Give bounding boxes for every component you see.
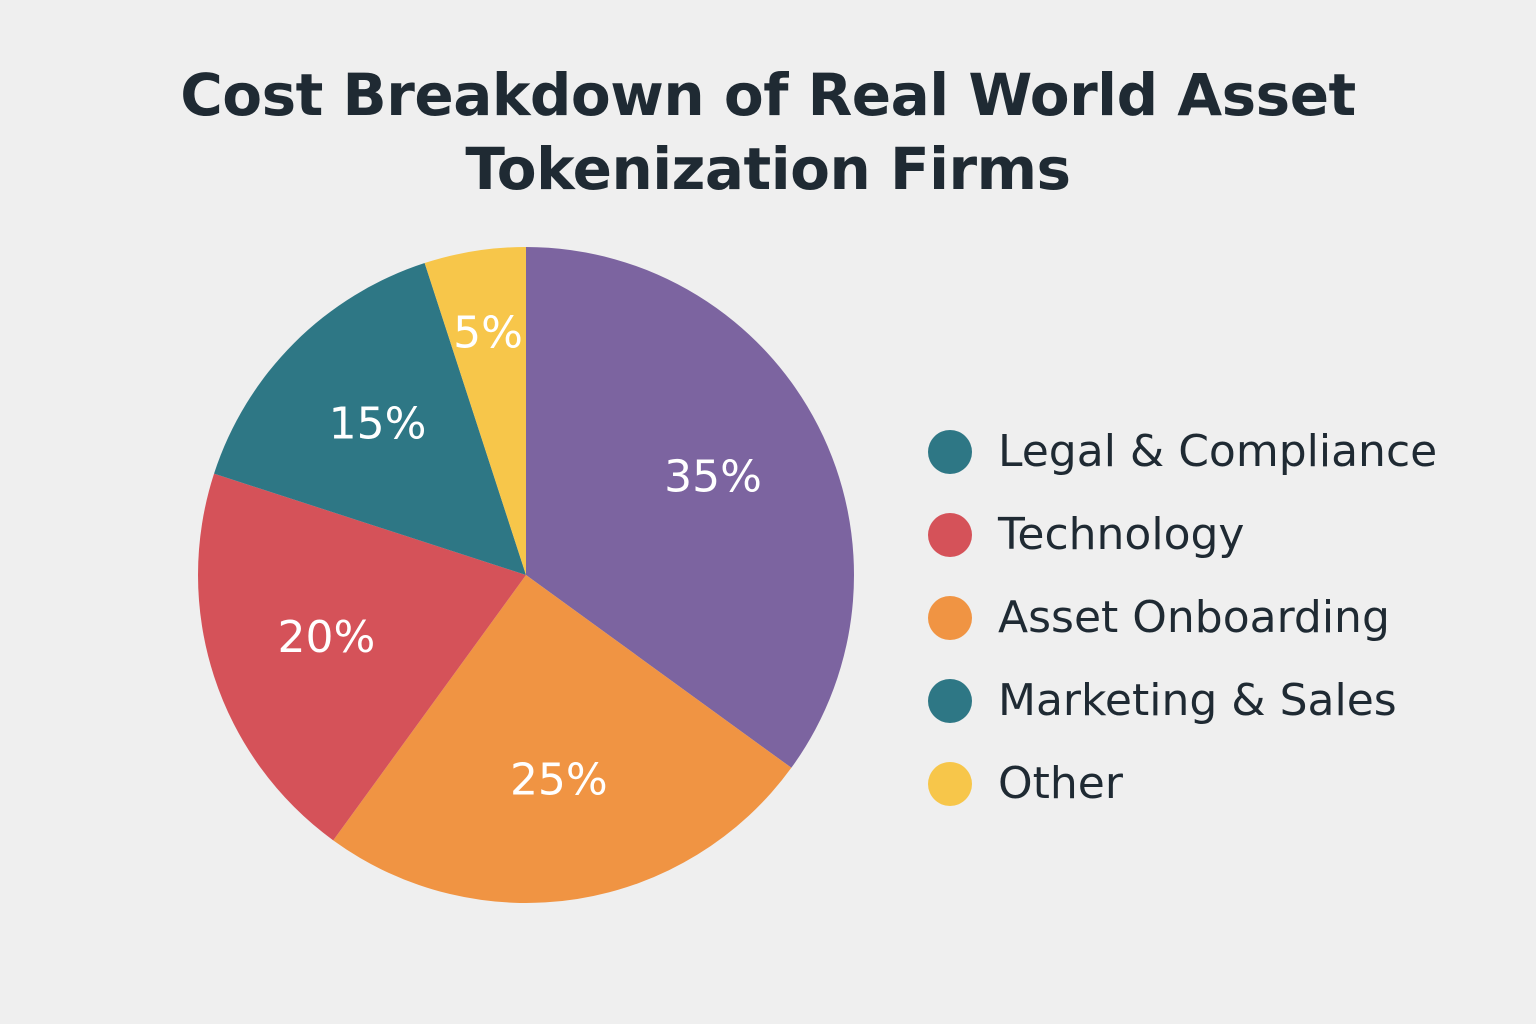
legend-item-asset-onboarding: Asset Onboarding: [928, 576, 1437, 659]
chart-title: Cost Breakdown of Real World Asset Token…: [0, 58, 1536, 206]
legend-label-marketing-and-sales: Marketing & Sales: [998, 675, 1397, 726]
legend-label-technology: Technology: [998, 509, 1245, 560]
slice-label-asset-onboarding: 25%: [510, 754, 608, 805]
chart-legend: Legal & Compliance Technology Asset Onboar…: [928, 410, 1437, 825]
legend-item-technology: Technology: [928, 493, 1437, 576]
slice-label-legal-and-compliance: 35%: [664, 452, 762, 503]
pie-slice-other: [424, 247, 526, 575]
legend-label-other: Other: [998, 758, 1123, 809]
pie-slice-marketing-and-sales: [214, 263, 526, 575]
legend-label-legal-and-compliance: Legal & Compliance: [998, 426, 1438, 477]
legend-swatch-other: [928, 761, 972, 806]
slice-label-technology: 20%: [277, 612, 375, 663]
legend-item-marketing-and-sales: Marketing & Sales: [928, 659, 1437, 742]
legend-swatch-marketing-and-sales: [928, 678, 972, 723]
legend-label-asset-onboarding: Asset Onboarding: [998, 592, 1390, 643]
legend-item-other: Other: [928, 742, 1437, 825]
legend-swatch-legal-and-compliance: [928, 429, 972, 474]
slice-label-other: 5%: [453, 307, 523, 358]
legend-swatch-asset-onboarding: [928, 595, 972, 640]
legend-swatch-technology: [928, 512, 972, 557]
chart-title-line-1: Cost Breakdown of Real World Asset: [180, 61, 1356, 129]
pie-slice-legal-and-compliance: [526, 247, 854, 768]
slice-label-marketing-and-sales: 15%: [329, 399, 427, 450]
chart-title-line-2: Tokenization Firms: [465, 135, 1071, 203]
pie-slice-asset-onboarding: [333, 575, 792, 903]
pie-slice-technology: [198, 473, 526, 841]
legend-item-legal-and-compliance: Legal & Compliance: [928, 410, 1437, 493]
